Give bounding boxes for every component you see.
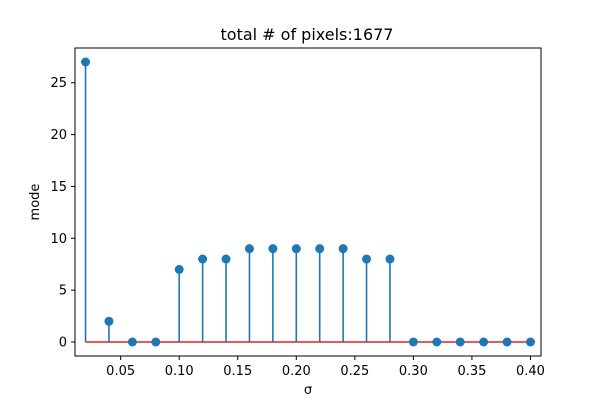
stem-marker <box>408 337 418 347</box>
stem-marker <box>151 337 161 347</box>
y-tick-label: 25 <box>50 76 67 91</box>
y-tick-label: 0 <box>59 336 67 351</box>
x-axis-label: σ <box>304 383 312 398</box>
stem-marker <box>362 254 372 264</box>
stem-marker <box>127 337 137 347</box>
y-tick-label: 5 <box>59 284 67 299</box>
y-tick-label: 15 <box>50 180 67 195</box>
x-axis: 0.05 0.10 0.15 0.20 0.25 0.30 0.35 0.40 <box>106 356 545 379</box>
stem-marker <box>455 337 465 347</box>
x-tick-label: 0.20 <box>282 364 311 379</box>
stem-marker <box>291 244 301 254</box>
stem-marker <box>385 254 395 264</box>
stem-marker <box>221 254 231 264</box>
stem-marker <box>479 337 489 347</box>
x-tick-label: 0.05 <box>106 364 135 379</box>
stem-marker <box>525 337 535 347</box>
stem-marker <box>502 337 512 347</box>
y-tick-label: 10 <box>50 232 67 247</box>
x-tick-label: 0.35 <box>457 364 486 379</box>
x-tick-label: 0.30 <box>399 364 428 379</box>
stem-marker <box>244 244 254 254</box>
plot-marks <box>81 57 535 347</box>
x-tick-label: 0.40 <box>516 364 545 379</box>
stem-marker <box>174 264 184 274</box>
x-tick-label: 0.10 <box>165 364 194 379</box>
stem-marker <box>104 316 114 326</box>
stem-marker <box>432 337 442 347</box>
x-tick-label: 0.25 <box>340 364 369 379</box>
y-axis-label: mode <box>28 184 43 221</box>
stem-marker <box>198 254 208 264</box>
x-tick-label: 0.15 <box>223 364 252 379</box>
stem-marker <box>268 244 278 254</box>
chart-title: total # of pixels:1677 <box>221 25 394 44</box>
y-tick-label: 20 <box>50 128 67 143</box>
stem-marker <box>315 244 325 254</box>
plot-frame <box>74 47 542 357</box>
stem-marker <box>81 57 91 67</box>
y-axis: 0 5 10 15 20 25 <box>50 76 75 351</box>
stem-marker <box>338 244 348 254</box>
